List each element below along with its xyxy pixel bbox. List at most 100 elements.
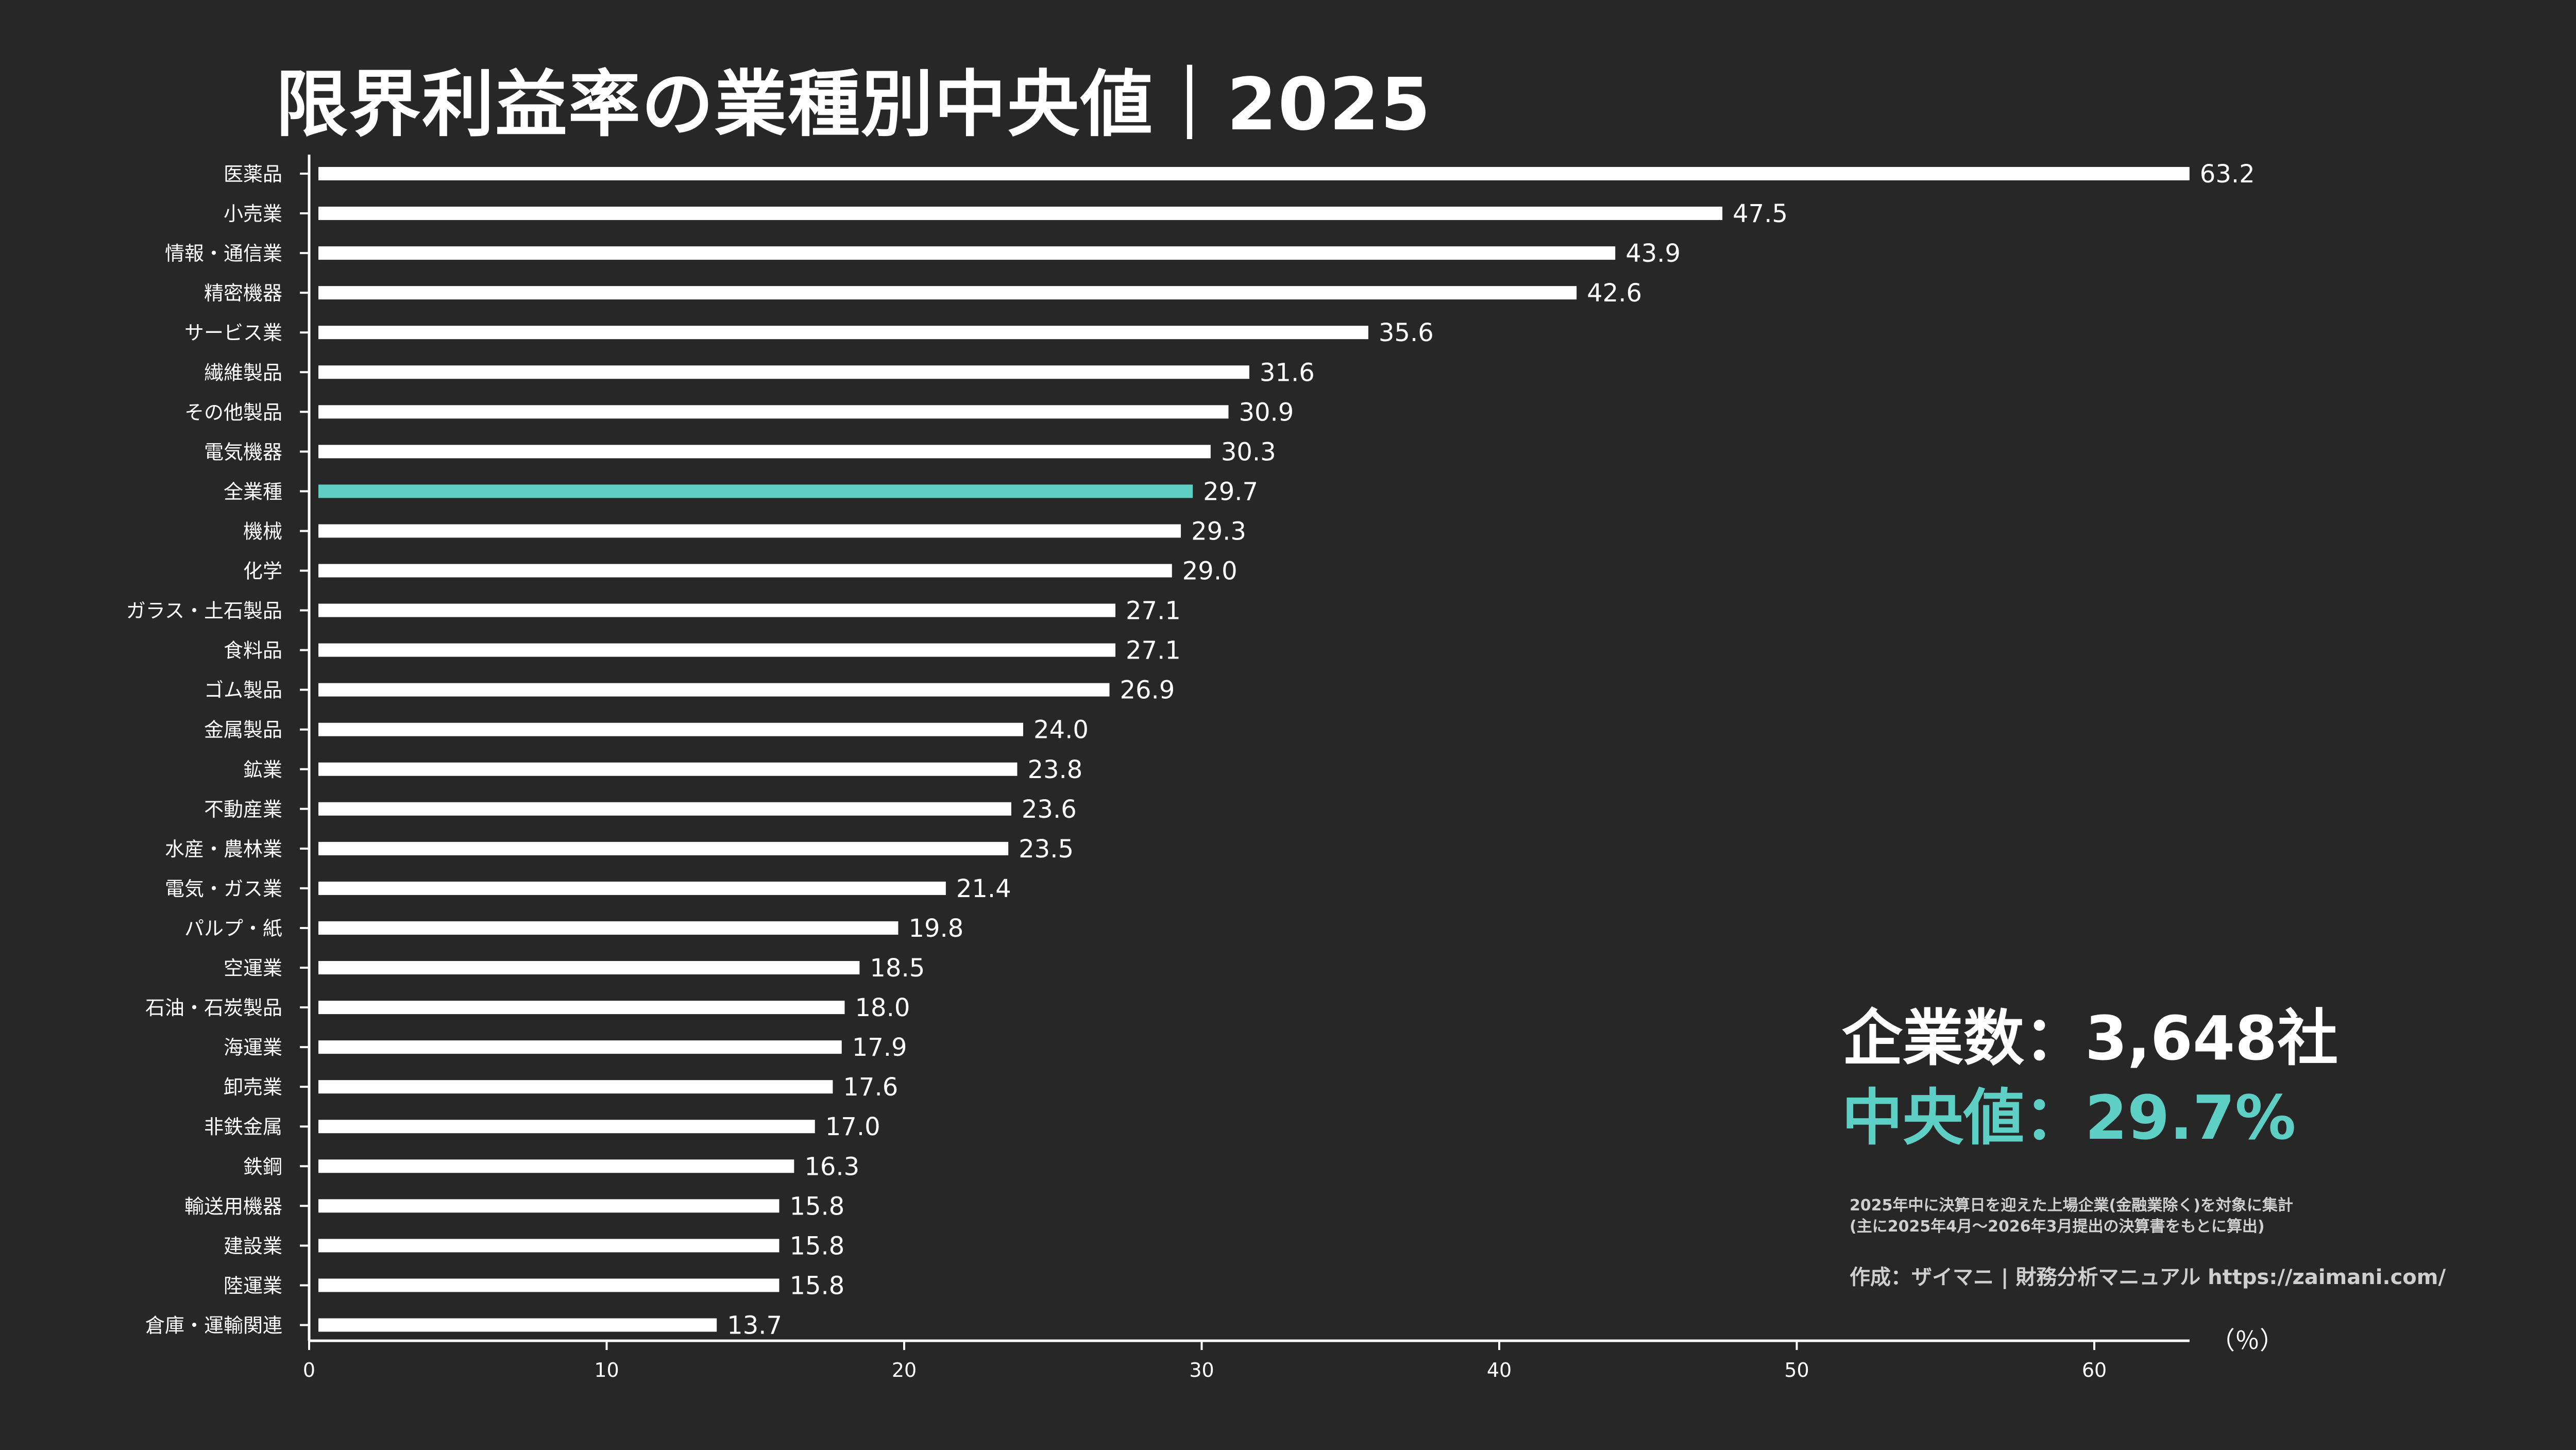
category-label: 電気機器 <box>204 441 282 463</box>
bar <box>318 1239 779 1253</box>
category-label: ゴム製品 <box>204 679 282 702</box>
category-label: 鉱業 <box>243 758 282 781</box>
bar <box>318 365 1249 379</box>
value-label: 23.6 <box>1022 795 1077 824</box>
bar <box>318 1080 833 1094</box>
category-label: 不動産業 <box>204 798 282 821</box>
bar <box>318 1040 842 1054</box>
value-label: 15.8 <box>789 1192 844 1221</box>
bar <box>318 405 1229 419</box>
value-label: 29.3 <box>1191 517 1246 546</box>
value-label: 18.5 <box>870 954 925 983</box>
category-label: 卸売業 <box>224 1076 282 1099</box>
x-tick-label: 20 <box>892 1359 917 1381</box>
category-label: 空運業 <box>224 957 282 980</box>
bar <box>318 1120 815 1134</box>
footnote: 2025年中に決算日を迎えた上場企業(金融業除く)を対象に集計 (主に2025年… <box>1850 1195 2293 1237</box>
category-label: 陸運業 <box>224 1274 282 1297</box>
value-label: 18.0 <box>855 993 910 1022</box>
x-axis-label: （％） <box>2210 1326 2284 1355</box>
value-label: 63.2 <box>2200 160 2255 189</box>
category-label: 化学 <box>243 560 282 583</box>
value-label: 17.6 <box>843 1073 898 1102</box>
category-label: その他製品 <box>184 401 282 424</box>
x-tick-label: 40 <box>1487 1359 1512 1381</box>
bar <box>318 445 1211 459</box>
bar <box>318 1318 717 1332</box>
category-label: 精密機器 <box>204 282 282 305</box>
category-label: 水産・農林業 <box>165 838 282 861</box>
bar <box>318 603 1116 617</box>
category-label: 輸送用機器 <box>184 1195 282 1218</box>
category-label: 小売業 <box>224 203 282 225</box>
value-label: 43.9 <box>1625 239 1681 268</box>
value-label: 16.3 <box>804 1152 859 1181</box>
bar <box>318 246 1616 260</box>
summary-panel: 企業数：3,648社 中央値：29.7% <box>1842 1002 2338 1154</box>
bar <box>318 326 1368 340</box>
category-label: 機械 <box>243 520 282 543</box>
bar <box>318 881 946 895</box>
bar <box>318 484 1193 498</box>
category-label: 鉄鋼 <box>243 1155 282 1178</box>
median-value: 中央値：29.7% <box>1842 1082 2296 1153</box>
category-label: 海運業 <box>224 1036 282 1059</box>
x-tick-label: 60 <box>2082 1359 2107 1381</box>
category-label: 電気・ガス業 <box>165 878 282 900</box>
category-label: 全業種 <box>224 480 282 503</box>
value-label: 29.7 <box>1203 477 1258 506</box>
x-tick-label: 30 <box>1189 1359 1214 1381</box>
bar <box>318 167 2190 180</box>
category-label: サービス業 <box>184 322 282 344</box>
value-label: 42.6 <box>1587 279 1642 308</box>
x-tick-label: 0 <box>303 1359 315 1381</box>
category-label: 建設業 <box>224 1235 282 1257</box>
bar <box>318 524 1181 538</box>
category-label: 石油・石炭製品 <box>145 997 282 1019</box>
bar <box>318 1278 779 1292</box>
category-label: ガラス・土石製品 <box>126 600 282 622</box>
bar <box>318 1001 845 1015</box>
category-label: 非鉄金属 <box>204 1116 282 1138</box>
bar <box>318 683 1110 697</box>
value-label: 15.8 <box>789 1232 844 1260</box>
bar <box>318 207 1723 221</box>
value-label: 30.9 <box>1239 398 1294 427</box>
category-label: パルプ・紙 <box>184 917 282 940</box>
value-label: 35.6 <box>1379 318 1434 347</box>
value-label: 26.9 <box>1120 676 1175 705</box>
credit-text: 作成：ザイマニ | 財務分析マニュアル https://zaimani.com/ <box>1850 1266 2446 1289</box>
value-label: 19.8 <box>908 914 963 943</box>
bar <box>318 1159 794 1173</box>
company-count: 企業数：3,648社 <box>1842 1003 2338 1074</box>
bar <box>318 802 1011 816</box>
bar <box>318 564 1172 578</box>
bar <box>318 286 1577 300</box>
value-label: 15.8 <box>789 1271 844 1300</box>
bar <box>318 841 1009 855</box>
category-label: 繊維製品 <box>204 361 282 384</box>
value-label: 31.6 <box>1260 358 1315 387</box>
bar <box>318 762 1018 776</box>
category-label: 金属製品 <box>204 719 282 741</box>
x-tick-label: 50 <box>1784 1359 1809 1381</box>
value-label: 17.0 <box>825 1112 880 1141</box>
value-label: 17.9 <box>852 1033 907 1062</box>
category-label: 食料品 <box>224 639 282 662</box>
bar <box>318 961 860 974</box>
bar <box>318 921 899 935</box>
value-label: 13.7 <box>727 1311 782 1340</box>
bar <box>318 643 1116 657</box>
chart-title: 限界利益率の業種別中央値｜2025 <box>276 63 1432 147</box>
footnote-line: (主に2025年4月〜2026年3月提出の決算書をもとに算出) <box>1850 1217 2265 1236</box>
value-label: 24.0 <box>1033 716 1089 745</box>
value-label: 30.3 <box>1221 437 1276 466</box>
value-label: 47.5 <box>1733 199 1788 228</box>
category-label: 倉庫・運輸関連 <box>145 1314 282 1337</box>
value-label: 21.4 <box>956 874 1011 903</box>
value-label: 23.5 <box>1019 835 1074 864</box>
category-label: 情報・通信業 <box>165 242 282 265</box>
category-label: 医薬品 <box>224 163 282 186</box>
x-tick-label: 10 <box>594 1359 619 1381</box>
